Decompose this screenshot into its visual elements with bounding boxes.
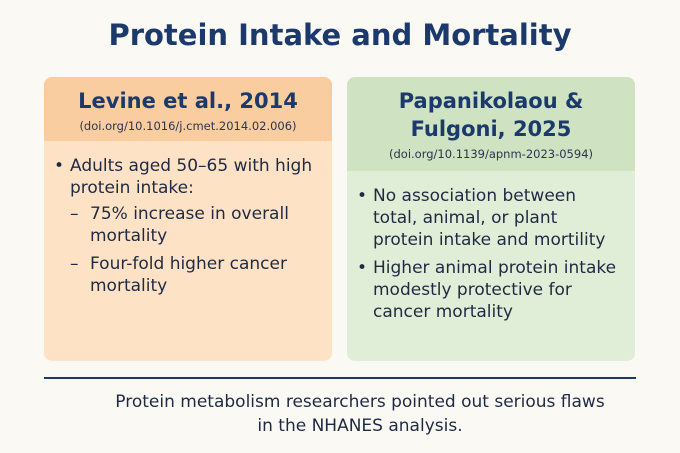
bullet-list: No association between total, animal, or…: [347, 171, 635, 323]
bullet-list: Adults aged 50–65 with high protein inta…: [44, 141, 332, 297]
bullet: No association between total, animal, or…: [357, 185, 623, 251]
card-heading: Levine et al., 2014: [78, 89, 298, 113]
bullet-text: Higher animal protein intake modestly pr…: [373, 258, 617, 322]
card-heading: Papanikolaou & Fulgoni, 2025: [398, 89, 584, 141]
card-header: Levine et al., 2014 (doi.org/10.1016/j.cm…: [44, 77, 332, 141]
bullet: Higher animal protein intake modestly pr…: [357, 257, 623, 323]
bullet: Adults aged 50–65 with high protein inta…: [54, 155, 320, 297]
bullet-text: No association between total, animal, or…: [373, 186, 606, 250]
sub-list: 75% increase in overall mortality Four-fo…: [70, 199, 320, 297]
card-doi: (doi.org/10.1016/j.cmet.2014.02.006): [79, 119, 297, 133]
card-header: Papanikolaou & Fulgoni, 2025 (doi.org/10.…: [347, 77, 635, 171]
card-doi: (doi.org/10.1139/apnm-2023-0594): [389, 147, 593, 161]
divider: [44, 377, 636, 379]
bullet-text: Adults aged 50–65 with high protein inta…: [70, 156, 313, 198]
card: Levine et al., 2014 (doi.org/10.1016/j.cm…: [44, 77, 332, 361]
footer: Protein metabolism researchers pointed o…: [115, 392, 605, 436]
card: Papanikolaou & Fulgoni, 2025 (doi.org/10.…: [347, 77, 635, 361]
title: Protein Intake and Mortality: [108, 18, 572, 52]
sub-item: Four-fold higher cancer mortality: [70, 253, 320, 297]
sub-item: 75% increase in overall mortality: [70, 203, 320, 247]
